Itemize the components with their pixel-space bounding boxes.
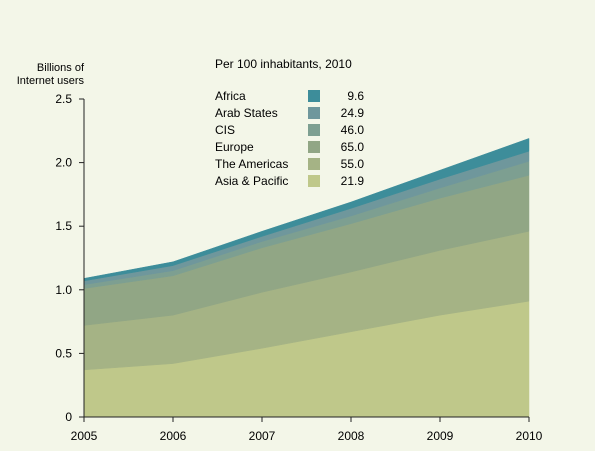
legend-label-europe: Europe <box>215 140 254 154</box>
y-tick-label: 0.5 <box>55 346 72 360</box>
legend-label-africa: Africa <box>215 89 246 103</box>
x-tick-label: 2007 <box>249 429 276 443</box>
x-tick-label: 2008 <box>338 429 365 443</box>
legend-swatch-europe <box>308 141 320 153</box>
axes: 0 0.5 1.0 1.5 2.0 2.5 2005 2006 2007 2008 2009 2010 <box>55 92 542 443</box>
area-africa <box>83 138 530 282</box>
legend-value-arab-states: 24.9 <box>341 106 365 120</box>
x-tick-label: 2005 <box>71 429 98 443</box>
legend-value-asia-pacific: 21.9 <box>341 174 365 188</box>
legend-value-cis: 46.0 <box>341 123 365 137</box>
x-tick-label: 2009 <box>427 429 454 443</box>
area-layers <box>83 138 530 418</box>
y-tick-label: 1.5 <box>55 219 72 233</box>
legend-label-cis: CIS <box>215 123 235 137</box>
legend-swatch-the-americas <box>308 158 320 170</box>
legend-label-asia-pacific: Asia & Pacific <box>215 174 288 188</box>
y-tick-label: 2.5 <box>55 92 72 106</box>
y-tick-label: 2.0 <box>55 156 72 170</box>
legend: Africa 9.6 Arab States 24.9 CIS 46.0 Europe 65.… <box>215 89 364 188</box>
legend-swatch-asia-pacific <box>308 175 320 187</box>
y-axis-label-line1: Billions of <box>37 62 85 74</box>
y-axis-label-line2: Internet users <box>17 75 85 87</box>
y-tick-label: 0 <box>65 410 72 424</box>
legend-title: Per 100 inhabitants, 2010 <box>215 57 352 71</box>
x-tick-label: 2010 <box>516 429 543 443</box>
x-tick-label: 2006 <box>160 429 187 443</box>
legend-swatch-arab-states <box>308 107 320 119</box>
legend-swatch-africa <box>308 90 320 102</box>
legend-value-europe: 65.0 <box>341 140 365 154</box>
legend-label-the-americas: The Americas <box>215 157 288 171</box>
legend-value-africa: 9.6 <box>347 89 364 103</box>
legend-swatch-cis <box>308 124 320 136</box>
legend-label-arab-states: Arab States <box>215 106 278 120</box>
legend-value-the-americas: 55.0 <box>341 157 365 171</box>
y-tick-label: 1.0 <box>55 283 72 297</box>
